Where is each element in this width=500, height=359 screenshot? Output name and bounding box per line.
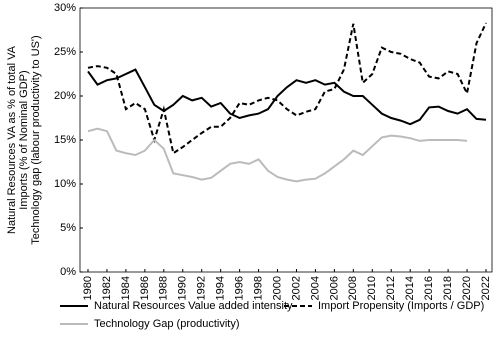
y-tick-label: 0% [60, 266, 76, 278]
legend-label: Technology Gap (productivity) [94, 318, 240, 330]
x-tick-label: 2016 [423, 276, 435, 300]
x-tick-label: 2018 [442, 276, 454, 300]
x-tick-label: 2000 [271, 276, 283, 300]
x-tick-label: 2004 [309, 276, 321, 300]
x-tick-label: 1984 [120, 276, 132, 300]
y-tick-label: 25% [54, 46, 76, 58]
series-line [87, 68, 487, 126]
y-axis-label: Imports (% of Nominal GDP) [18, 70, 30, 209]
series-line [87, 127, 468, 183]
y-tick-label: 20% [54, 90, 76, 102]
y-axis-label: Natural Resources VA as % of total VA [6, 45, 18, 234]
y-tick-label: 30% [54, 2, 76, 14]
y-tick-label: 15% [54, 134, 76, 146]
x-tick-label: 2012 [385, 276, 397, 300]
legend-label: Import Propensity (Imports / GDP) [318, 300, 484, 312]
y-tick-label: 5% [60, 222, 76, 234]
x-tick-label: 1992 [196, 276, 208, 300]
x-tick-label: 1982 [101, 276, 113, 300]
x-tick-label: 2002 [290, 276, 302, 300]
x-tick-label: 2008 [347, 276, 359, 300]
x-tick-label: 2020 [461, 276, 473, 300]
x-tick-label: 1986 [139, 276, 151, 300]
x-tick-label: 1998 [252, 276, 264, 300]
x-tick-label: 2014 [404, 276, 416, 300]
x-tick-label: 2010 [366, 276, 378, 300]
x-tick-label: 1988 [158, 276, 170, 300]
x-tick-label: 2022 [480, 276, 492, 300]
x-tick-label: 2006 [328, 276, 340, 300]
x-tick-label: 1980 [82, 276, 94, 300]
x-tick-label: 1994 [215, 276, 227, 300]
x-tick-label: 1996 [234, 276, 246, 300]
legend-label: Natural Resources Value added intensity [94, 300, 293, 312]
y-tick-label: 10% [54, 178, 76, 190]
x-tick-label: 1990 [177, 276, 189, 300]
y-axis-label: Technology gap (labour productivity to U… [30, 35, 42, 244]
